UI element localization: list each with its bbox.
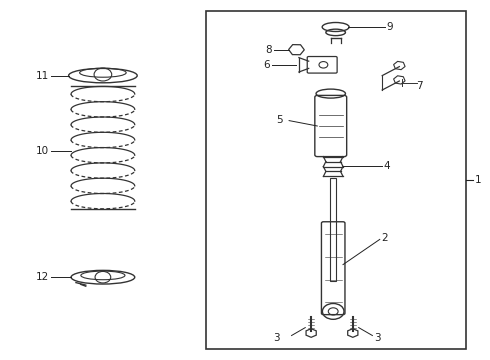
Text: 3: 3 [272, 333, 279, 343]
Text: 8: 8 [265, 45, 272, 55]
Text: 5: 5 [276, 114, 283, 125]
Text: 2: 2 [381, 233, 388, 243]
Text: 6: 6 [263, 60, 270, 70]
Text: 4: 4 [384, 161, 391, 171]
Text: 10: 10 [36, 146, 49, 156]
Text: 9: 9 [386, 22, 393, 32]
Text: 1: 1 [474, 175, 481, 185]
Text: 12: 12 [36, 272, 49, 282]
Text: 11: 11 [36, 71, 49, 81]
Text: 3: 3 [374, 333, 381, 343]
Text: 7: 7 [416, 81, 423, 91]
